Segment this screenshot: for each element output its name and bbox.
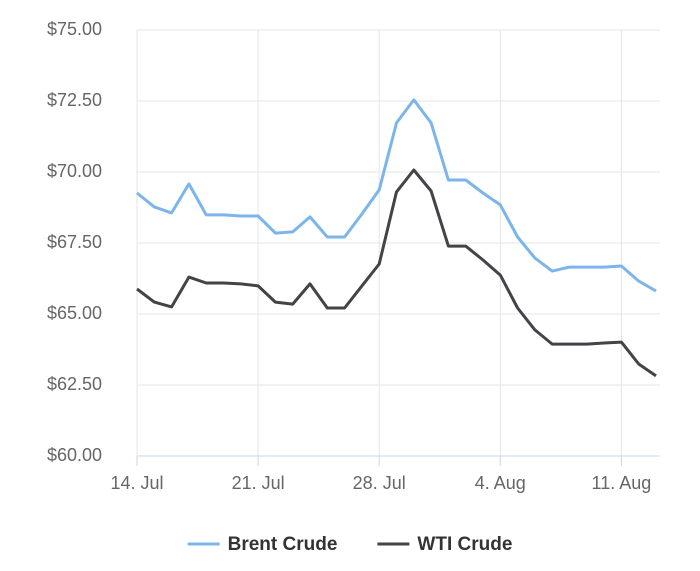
y-tick-label: $62.50 bbox=[47, 374, 102, 394]
y-tick-label: $75.00 bbox=[47, 19, 102, 39]
y-tick-label: $60.00 bbox=[47, 445, 102, 465]
y-tick-label: $70.00 bbox=[47, 161, 102, 181]
series-line bbox=[136, 168, 657, 378]
x-tick-label: 11. Aug bbox=[592, 473, 652, 493]
x-tick-label: 28. Jul bbox=[353, 473, 406, 493]
x-tick-label: 14. Jul bbox=[110, 473, 163, 493]
legend-item[interactable]: Brent Crude bbox=[187, 534, 338, 555]
x-tick-label: 21. Jul bbox=[232, 473, 285, 493]
legend-label: Brent Crude bbox=[228, 534, 338, 555]
x-tick-label: 4. Aug bbox=[475, 473, 526, 493]
y-tick-label: $72.50 bbox=[47, 90, 102, 110]
y-tick-label: $67.50 bbox=[47, 232, 102, 252]
legend-item[interactable]: WTI Crude bbox=[377, 534, 512, 555]
legend-label: WTI Crude bbox=[417, 534, 512, 555]
legend: Brent Crude WTI Crude bbox=[187, 534, 512, 555]
series-line bbox=[136, 98, 657, 293]
y-tick-label: $65.00 bbox=[47, 303, 102, 323]
